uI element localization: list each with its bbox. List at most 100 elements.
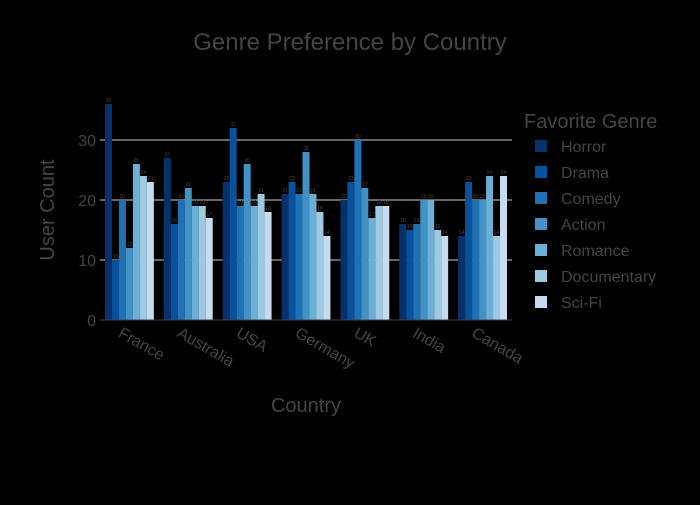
bar-comedy-usa	[236, 206, 244, 320]
bar-value-label: 10	[113, 254, 119, 260]
legend-swatch	[535, 244, 547, 256]
legend-item[interactable]: Romance	[535, 243, 630, 260]
bar-horror-france	[105, 104, 112, 320]
legend-item[interactable]: Horror	[535, 139, 607, 156]
legend-label: Documentary	[561, 269, 656, 286]
legend-item[interactable]: Action	[535, 217, 605, 234]
bar-value-label: 24	[501, 170, 507, 176]
x-tick-label: France	[115, 325, 167, 365]
bar-value-label: 19	[251, 200, 257, 206]
legend-item[interactable]: Drama	[535, 165, 609, 182]
bar-sci-fi-canada	[500, 176, 507, 320]
bar-value-label: 20	[473, 194, 479, 200]
bar-action-france	[125, 248, 133, 320]
legend-label: Horror	[561, 139, 607, 156]
bar-drama-france	[111, 260, 119, 320]
bar-romance-canada	[486, 176, 494, 320]
bar-comedy-india	[413, 224, 421, 320]
bar-value-label: 14	[494, 230, 500, 236]
legend-label: Comedy	[561, 191, 621, 208]
legend-swatch	[535, 218, 547, 230]
bar-comedy-canada	[472, 200, 480, 320]
x-tick-label: India	[410, 325, 449, 357]
bar-drama-india	[406, 230, 414, 320]
bar-documentary-france	[139, 176, 147, 320]
bar-value-label: 27	[165, 152, 171, 158]
bar-romance-india	[427, 200, 435, 320]
bar-value-label: 17	[369, 212, 375, 218]
bar-value-label: 22	[186, 182, 192, 188]
bar-value-label: 16	[172, 218, 178, 224]
bar-romance-france	[132, 164, 140, 320]
bar-horror-australia	[163, 158, 171, 320]
bar-value-label: 22	[362, 182, 368, 188]
legend: Favorite Genre Horror Drama Comedy Action Ro…	[524, 111, 657, 312]
legend-label: Romance	[561, 243, 630, 260]
bar-value-label: 21	[258, 188, 264, 194]
bar-value-label: 12	[127, 242, 133, 248]
bar-horror-usa	[222, 182, 230, 320]
bar-sci-fi-usa	[264, 212, 272, 320]
legend-swatch	[535, 166, 547, 178]
bar-value-label: 23	[223, 176, 229, 182]
bar-value-label: 18	[265, 206, 271, 212]
bar-value-label: 24	[487, 170, 493, 176]
bar-value-label: 18	[317, 206, 323, 212]
bar-value-label: 26	[244, 158, 250, 164]
bar-value-label: 26	[134, 158, 140, 164]
bar-value-label: 20	[341, 194, 347, 200]
bar-value-label: 19	[383, 200, 389, 206]
bar-value-label: 17	[206, 212, 212, 218]
bar-value-label: 23	[148, 176, 154, 182]
bar-drama-canada	[465, 182, 473, 320]
bar-comedy-france	[118, 200, 126, 320]
bar-comedy-australia	[177, 200, 185, 320]
legend-items: Horror Drama Comedy Action Romance Documentar…	[535, 139, 656, 312]
bar-value-label: 19	[376, 200, 382, 206]
bar-romance-germany	[309, 194, 317, 320]
legend-label: Sci-Fi	[561, 295, 602, 312]
bar-sci-fi-australia	[205, 218, 213, 320]
bar-value-label: 32	[230, 122, 236, 128]
bar-horror-germany	[281, 194, 289, 320]
bar-action-canada	[479, 200, 487, 320]
bar-drama-australia	[170, 224, 178, 320]
bar-horror-uk	[340, 200, 348, 320]
legend-item[interactable]: Documentary	[535, 269, 656, 286]
bar-documentary-australia	[198, 206, 206, 320]
x-tick-label: Canada	[469, 325, 526, 368]
y-axis-title: User Count	[37, 159, 59, 261]
bar-value-label: 14	[442, 230, 448, 236]
bar-value-label: 19	[237, 200, 243, 206]
bar-value-label: 36	[106, 98, 112, 104]
bar-value-label: 21	[282, 188, 288, 194]
legend-swatch	[535, 270, 547, 282]
bar-sci-fi-france	[146, 182, 154, 320]
bar-value-label: 16	[414, 218, 420, 224]
x-tick-label: UK	[351, 325, 379, 351]
legend-item[interactable]: Sci-Fi	[535, 295, 602, 312]
bar-documentary-india	[434, 230, 442, 320]
y-tick-label: 0	[87, 313, 96, 330]
bar-value-label: 14	[459, 230, 465, 236]
legend-title: Favorite Genre	[524, 111, 657, 133]
bar-romance-uk	[368, 218, 376, 320]
y-tick-label: 30	[78, 133, 96, 150]
bar-action-australia	[184, 188, 192, 320]
bar-value-label: 19	[192, 200, 198, 206]
bar-value-label: 20	[120, 194, 126, 200]
bar-documentary-germany	[316, 212, 324, 320]
bar-value-label: 20	[428, 194, 434, 200]
bar-romance-usa	[250, 206, 258, 320]
bar-documentary-uk	[375, 206, 383, 320]
bar-value-label: 14	[324, 230, 330, 236]
bar-drama-uk	[347, 182, 355, 320]
bar-sci-fi-uk	[382, 206, 390, 320]
bar-sci-fi-india	[441, 236, 449, 320]
bar-drama-germany	[288, 182, 296, 320]
bar-value-label: 20	[179, 194, 185, 200]
legend-item[interactable]: Comedy	[535, 191, 621, 208]
bar-comedy-germany	[295, 194, 303, 320]
bar-horror-india	[399, 224, 407, 320]
x-tick-label: Australia	[174, 325, 236, 371]
